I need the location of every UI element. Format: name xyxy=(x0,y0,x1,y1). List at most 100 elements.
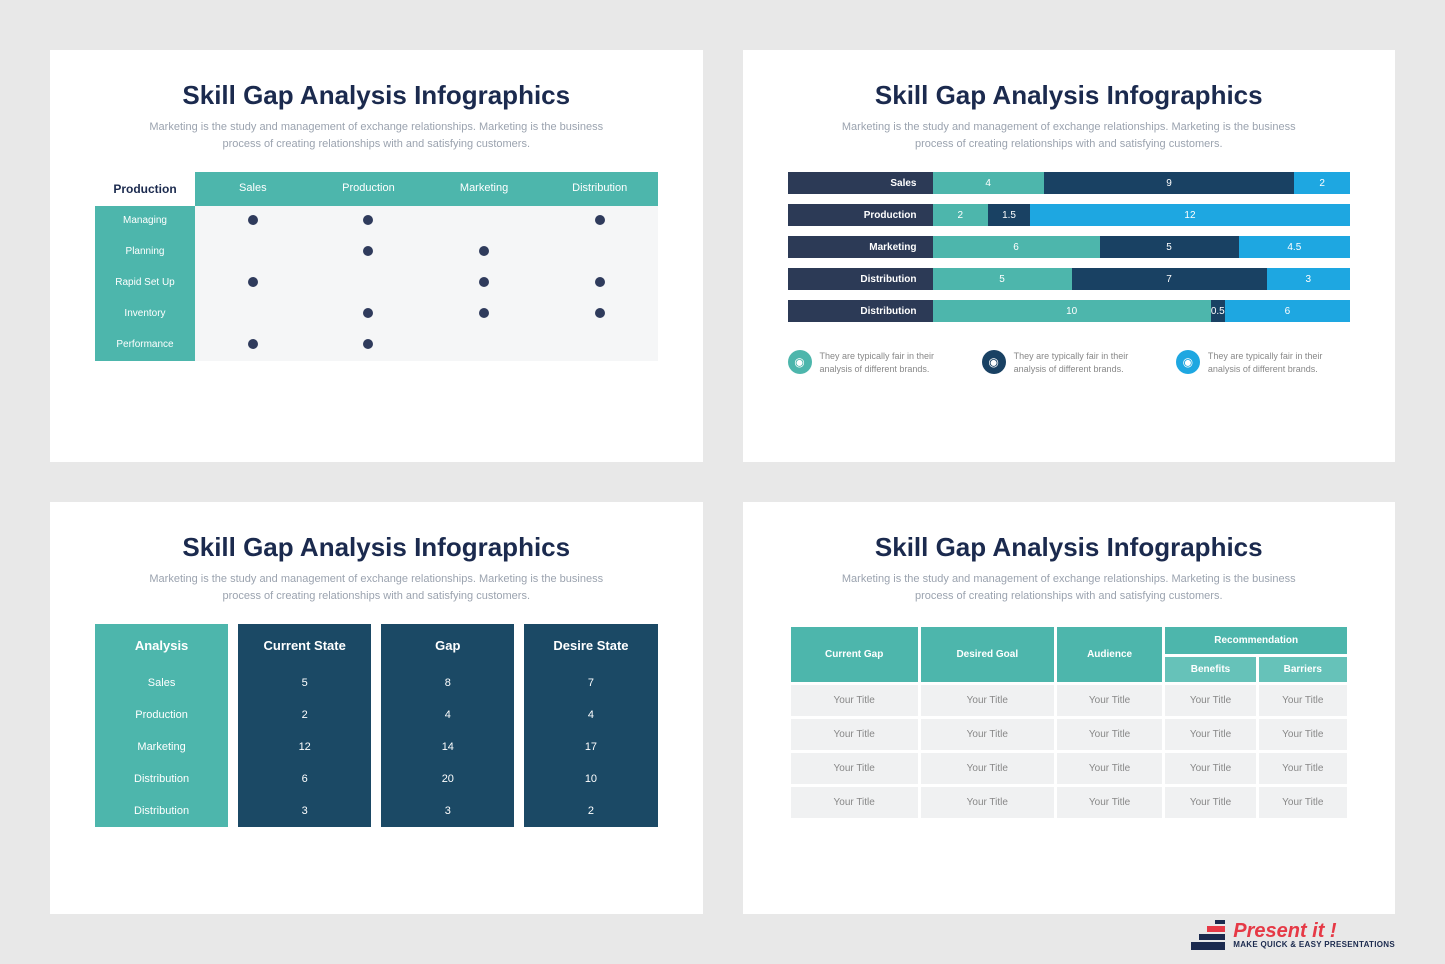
rec-cell: Your Title xyxy=(921,685,1054,716)
bar-label: Production xyxy=(788,204,933,226)
bar-segment: 5 xyxy=(933,268,1072,290)
gap-cell: 10 xyxy=(524,763,657,795)
gap-column: Gap8414203 xyxy=(381,624,514,827)
rec-col-header: Audience xyxy=(1057,627,1163,682)
col-header: Sales xyxy=(195,172,311,206)
legend-item: ◉ They are typically fair in their analys… xyxy=(788,350,962,375)
matrix-cell xyxy=(311,330,427,361)
rec-cell: Your Title xyxy=(791,719,918,750)
dot-matrix-table: ProductionSalesProductionMarketingDistri… xyxy=(95,172,658,361)
rec-cell: Your Title xyxy=(921,719,1054,750)
slide-title: Skill Gap Analysis Infographics xyxy=(95,80,658,111)
rec-col-header: Desired Goal xyxy=(921,627,1054,682)
row-header: Planning xyxy=(95,237,195,268)
bar-row: Marketing654.5 xyxy=(788,236,1351,258)
bar-segment: 12 xyxy=(1030,204,1350,226)
col-header: Marketing xyxy=(426,172,542,206)
rec-cell: Your Title xyxy=(1165,685,1255,716)
gap-col-header: Analysis xyxy=(95,624,228,667)
matrix-cell xyxy=(426,299,542,330)
bar-label: Distribution xyxy=(788,268,933,290)
bar-segment: 5 xyxy=(1100,236,1239,258)
dot-icon xyxy=(479,308,489,318)
dot-icon xyxy=(363,246,373,256)
dot-icon xyxy=(479,277,489,287)
gap-cell: 12 xyxy=(238,731,371,763)
row-header: Managing xyxy=(95,206,195,237)
col-header: Production xyxy=(311,172,427,206)
matrix-cell xyxy=(426,330,542,361)
gap-cell: 17 xyxy=(524,731,657,763)
legend-text: They are typically fair in their analysi… xyxy=(1208,350,1350,375)
slide-1: Skill Gap Analysis Infographics Marketin… xyxy=(50,50,703,462)
slide-2: Skill Gap Analysis Infographics Marketin… xyxy=(743,50,1396,462)
bar-segment: 2 xyxy=(1294,172,1350,194)
legend-item: ◉They are typically fair in their analys… xyxy=(1176,350,1350,375)
gap-cell: Distribution xyxy=(95,763,228,795)
gap-col-header: Desire State xyxy=(524,624,657,667)
gap-cell: 6 xyxy=(238,763,371,795)
bar-segment: 1.5 xyxy=(988,204,1030,226)
rec-cell: Your Title xyxy=(1057,787,1163,818)
gap-cell: Distribution xyxy=(95,795,228,827)
slide-subtitle: Marketing is the study and management of… xyxy=(839,119,1299,152)
gap-column: Current State521263 xyxy=(238,624,371,827)
matrix-cell xyxy=(542,206,658,237)
bar-track: 573 xyxy=(933,268,1351,290)
matrix-cell xyxy=(426,268,542,299)
bar-row: Distribution100.56 xyxy=(788,300,1351,322)
stacked-bars: Sales492Production21.512Marketing654.5Di… xyxy=(788,172,1351,332)
matrix-cell xyxy=(195,237,311,268)
bar-row: Production21.512 xyxy=(788,204,1351,226)
slide-title: Skill Gap Analysis Infographics xyxy=(788,80,1351,111)
bar-label: Sales xyxy=(788,172,933,194)
gap-col-header: Current State xyxy=(238,624,371,667)
matrix-cell xyxy=(311,206,427,237)
slide-title: Skill Gap Analysis Infographics xyxy=(788,532,1351,563)
rec-cell: Your Title xyxy=(1165,787,1255,818)
legend-icon: ◉ xyxy=(788,350,812,374)
gap-cell: Marketing xyxy=(95,731,228,763)
gap-cell: 4 xyxy=(381,699,514,731)
slide-subtitle: Marketing is the study and management of… xyxy=(146,571,606,604)
bar-segment: 10 xyxy=(933,300,1211,322)
rec-cell: Your Title xyxy=(1259,685,1347,716)
gap-cell: 8 xyxy=(381,667,514,699)
bar-segment: 4 xyxy=(933,172,1044,194)
brand-logo: Present it ! MAKE QUICK & EASY PRESENTAT… xyxy=(1191,920,1395,950)
rec-cell: Your Title xyxy=(791,685,918,716)
legend-text: They are typically fair in their analysi… xyxy=(820,350,962,375)
rec-col-header: Current Gap xyxy=(791,627,918,682)
rec-sub-header: Benefits xyxy=(1165,657,1255,682)
matrix-cell xyxy=(426,206,542,237)
dot-icon xyxy=(363,215,373,225)
rec-cell: Your Title xyxy=(921,753,1054,784)
gap-cell: 7 xyxy=(524,667,657,699)
matrix-cell xyxy=(542,299,658,330)
rec-cell: Your Title xyxy=(1057,685,1163,716)
bar-segment: 0.5 xyxy=(1211,300,1225,322)
slide-title: Skill Gap Analysis Infographics xyxy=(95,532,658,563)
dot-icon xyxy=(248,215,258,225)
matrix-cell xyxy=(195,330,311,361)
bar-segment: 4.5 xyxy=(1239,236,1350,258)
recommendation-table: Current GapDesired GoalAudienceRecommend… xyxy=(788,624,1351,821)
gap-columns-table: AnalysisSalesProductionMarketingDistribu… xyxy=(95,624,658,827)
bar-segment: 2 xyxy=(933,204,989,226)
bar-row: Distribution573 xyxy=(788,268,1351,290)
col-header: Distribution xyxy=(542,172,658,206)
bar-row: Sales492 xyxy=(788,172,1351,194)
gap-cell: Sales xyxy=(95,667,228,699)
bar-label: Distribution xyxy=(788,300,933,322)
legend-row: ◉ They are typically fair in their analys… xyxy=(788,350,1351,375)
dot-icon xyxy=(248,339,258,349)
gap-column: Desire State7417102 xyxy=(524,624,657,827)
matrix-cell xyxy=(311,237,427,268)
gap-cell: 20 xyxy=(381,763,514,795)
matrix-cell xyxy=(195,206,311,237)
gap-cell: 5 xyxy=(238,667,371,699)
rec-cell: Your Title xyxy=(1165,719,1255,750)
legend-item: ◉They are typically fair in their analys… xyxy=(982,350,1156,375)
rec-sub-header: Barriers xyxy=(1259,657,1347,682)
slides-grid: Skill Gap Analysis Infographics Marketin… xyxy=(50,50,1395,914)
